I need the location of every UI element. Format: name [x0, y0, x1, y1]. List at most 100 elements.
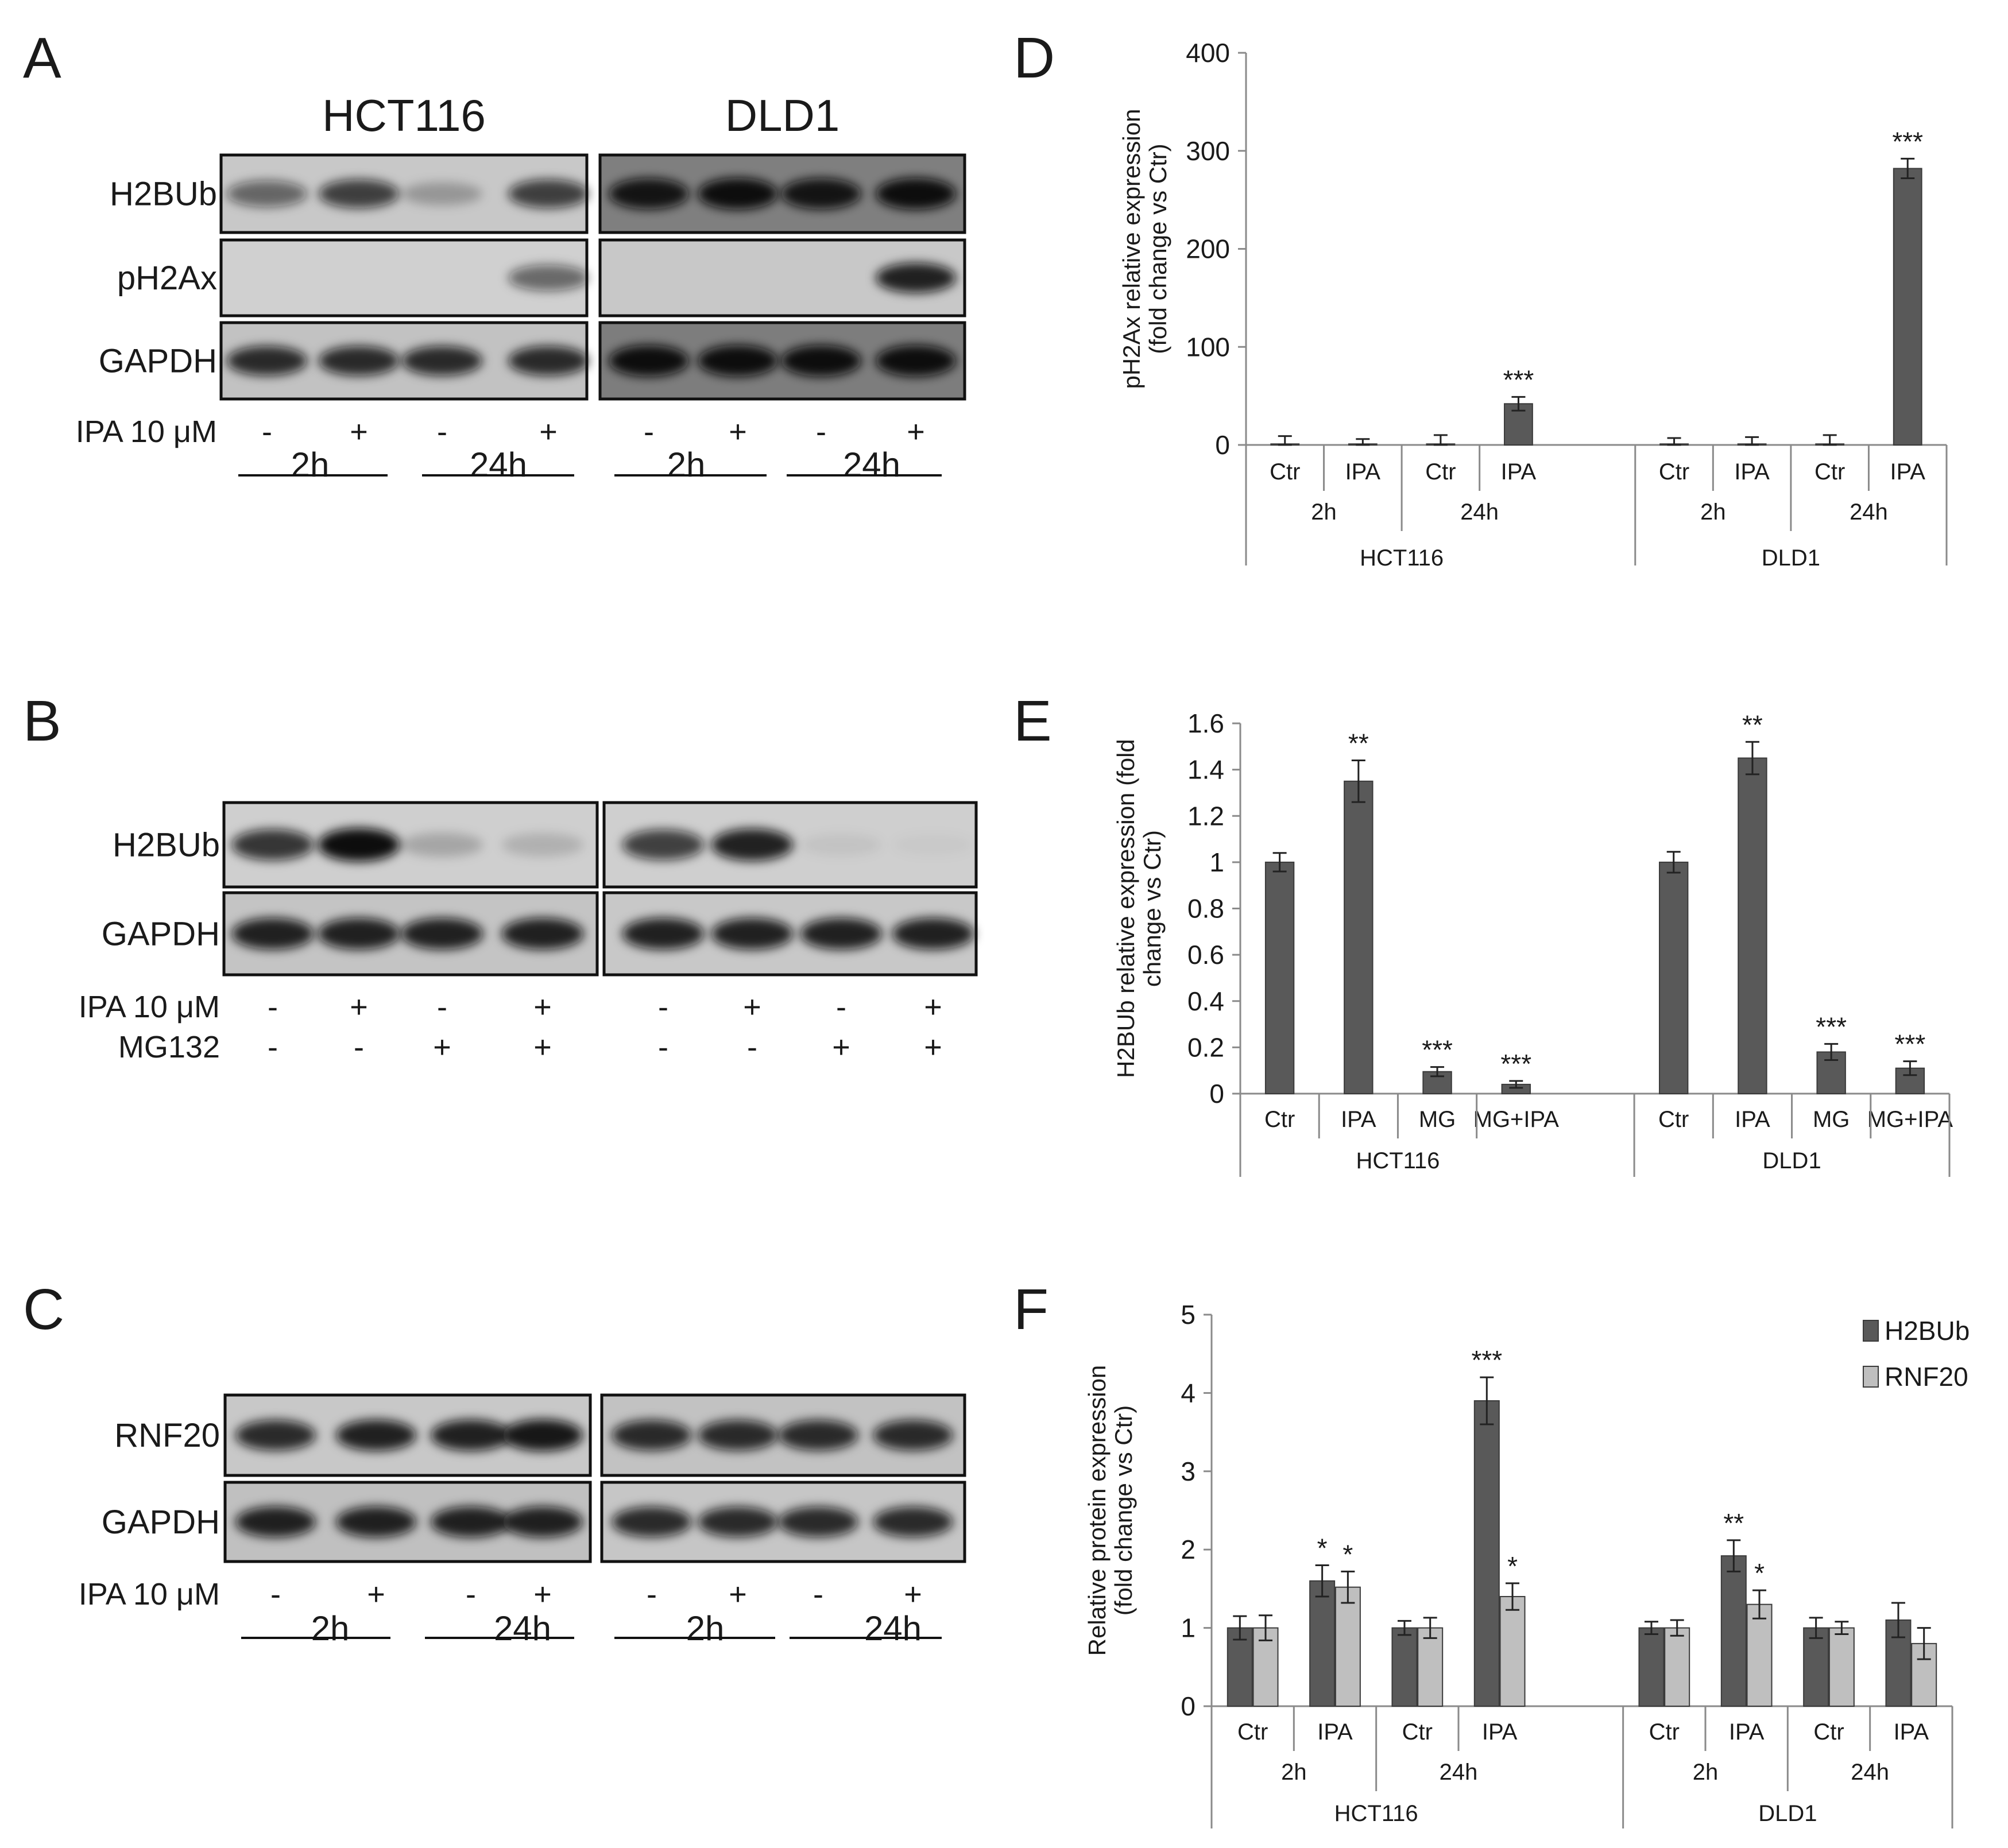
y-tick-label: 400	[1186, 38, 1230, 68]
blot-band	[622, 829, 705, 861]
blot-band	[876, 345, 956, 377]
x-time-label: 2h	[1700, 499, 1726, 525]
blot-band	[876, 262, 956, 293]
bar	[1638, 1627, 1665, 1707]
y-axis-label: H2BUb relative expression (foldchange vs…	[1112, 739, 1166, 1078]
blot-frame	[598, 321, 966, 401]
bar	[1473, 1400, 1500, 1707]
x-category-label: Ctr	[1237, 1719, 1268, 1745]
blot-row-label: H2BUb	[110, 176, 217, 213]
blot-row-label: GAPDH	[102, 1504, 220, 1541]
blot-frame	[223, 1393, 592, 1477]
x-time-label: 24h	[1460, 499, 1499, 525]
blot-frame	[222, 891, 599, 977]
legend-label: RNF20	[1885, 1362, 1968, 1392]
blot-frame	[222, 801, 599, 889]
y-axis-label: Relative protein expression(fold change …	[1084, 1365, 1137, 1656]
blot-band	[612, 1506, 692, 1537]
blot-row-label: GAPDH	[102, 916, 220, 953]
significance-mark: *	[1507, 1551, 1518, 1581]
treatment-sign: +	[907, 414, 925, 449]
y-tick-label: 0.8	[1187, 894, 1224, 924]
treatment-sign: +	[729, 414, 747, 449]
significance-mark: ***	[1892, 126, 1923, 156]
significance-mark: ***	[1816, 1012, 1847, 1041]
significance-mark: **	[1348, 729, 1369, 758]
y-tick-label: 1	[1209, 847, 1224, 877]
blot-band	[612, 1420, 692, 1451]
x-category-label: Ctr	[1402, 1719, 1433, 1745]
y-axis-label-line: (fold change vs Ctr)	[1144, 144, 1171, 354]
blot-band	[401, 832, 483, 857]
treatment-label: IPA 10 μM	[79, 1577, 220, 1611]
treatment-sign: -	[437, 414, 447, 449]
x-time-label: 2h	[1281, 1760, 1307, 1785]
x-category-label: IPA	[1734, 459, 1770, 485]
blot-frame	[598, 153, 966, 234]
y-tick-label: 0.2	[1187, 1032, 1224, 1062]
bar	[1895, 1067, 1925, 1094]
bar	[1391, 1627, 1418, 1707]
blot-band	[401, 346, 483, 376]
x-time-label: 24h	[1440, 1760, 1478, 1785]
treatment-label: MG132	[118, 1030, 220, 1064]
series-values: ***** ***********	[1264, 710, 1925, 1094]
blot-band	[698, 1506, 778, 1537]
bar	[1893, 168, 1922, 445]
blot-band	[502, 1506, 583, 1537]
blot-band	[226, 180, 308, 207]
blot-frame	[219, 321, 589, 401]
bar	[1720, 1555, 1747, 1707]
blot-frame	[219, 153, 589, 234]
chart-e: E 0 0.2 0.4 0.6 0.8 1 1.2 1.4 1.6 H2BUb relative e…	[1013, 689, 1953, 1177]
x-category-label: MG+IPA	[1473, 1107, 1560, 1132]
panel-letter: A	[23, 26, 61, 90]
blot-band	[698, 1420, 778, 1451]
blot-band	[235, 1506, 316, 1537]
significance-mark: ***	[1422, 1035, 1453, 1065]
y-tick-label: 300	[1186, 136, 1230, 166]
blot-frame	[223, 1481, 592, 1563]
y-tick-label: 1.4	[1187, 755, 1224, 785]
treatment-sign: +	[350, 414, 368, 449]
x-category-label: Ctr	[1814, 459, 1845, 485]
x-time-label: 2h	[1311, 499, 1337, 525]
treatment-sign: +	[350, 990, 368, 1024]
panel-letter: C	[23, 1277, 64, 1342]
blot-band	[711, 917, 794, 950]
x-category-label: IPA	[1345, 459, 1381, 485]
treatment-sign: +	[533, 1577, 552, 1611]
blot-band	[231, 917, 314, 950]
treatment-sign: -	[836, 990, 846, 1024]
x-category-label: IPA	[1341, 1107, 1376, 1132]
treatment-sign: -	[813, 1577, 823, 1611]
treatment-sign: +	[924, 1030, 942, 1064]
y-axis-label-line: (fold change vs Ctr)	[1110, 1405, 1137, 1615]
significance-mark: ***	[1503, 365, 1534, 394]
treatment-sign: -	[816, 414, 826, 449]
blot-band	[876, 177, 956, 210]
x-cell-label: HCT116	[1356, 1148, 1440, 1173]
x-category-label: MG+IPA	[1867, 1107, 1953, 1132]
time-label: 2h	[686, 1609, 725, 1648]
blot-frame	[219, 238, 589, 317]
blot-band	[235, 1420, 316, 1451]
y-tick-label: 0.4	[1187, 986, 1224, 1016]
blot-band	[501, 917, 584, 950]
bar	[1227, 1627, 1253, 1707]
blot-band	[609, 345, 689, 377]
time-label: 2h	[311, 1609, 350, 1648]
x-time-label: 24h	[1850, 499, 1888, 525]
legend-swatch	[1863, 1320, 1879, 1342]
treatment-sign: +	[367, 1577, 385, 1611]
blot-band	[892, 917, 974, 950]
treatment-sign: -	[658, 1030, 668, 1064]
treatment-sign: -	[262, 414, 272, 449]
significance-mark: ***	[1471, 1345, 1502, 1375]
treatment-sign: +	[533, 990, 552, 1024]
legend-label: H2BUb	[1885, 1316, 1970, 1346]
blot-row-label: GAPDH	[99, 343, 217, 380]
panel-letter: E	[1013, 689, 1052, 753]
blot-band	[431, 1419, 511, 1451]
blot-band	[318, 828, 400, 862]
